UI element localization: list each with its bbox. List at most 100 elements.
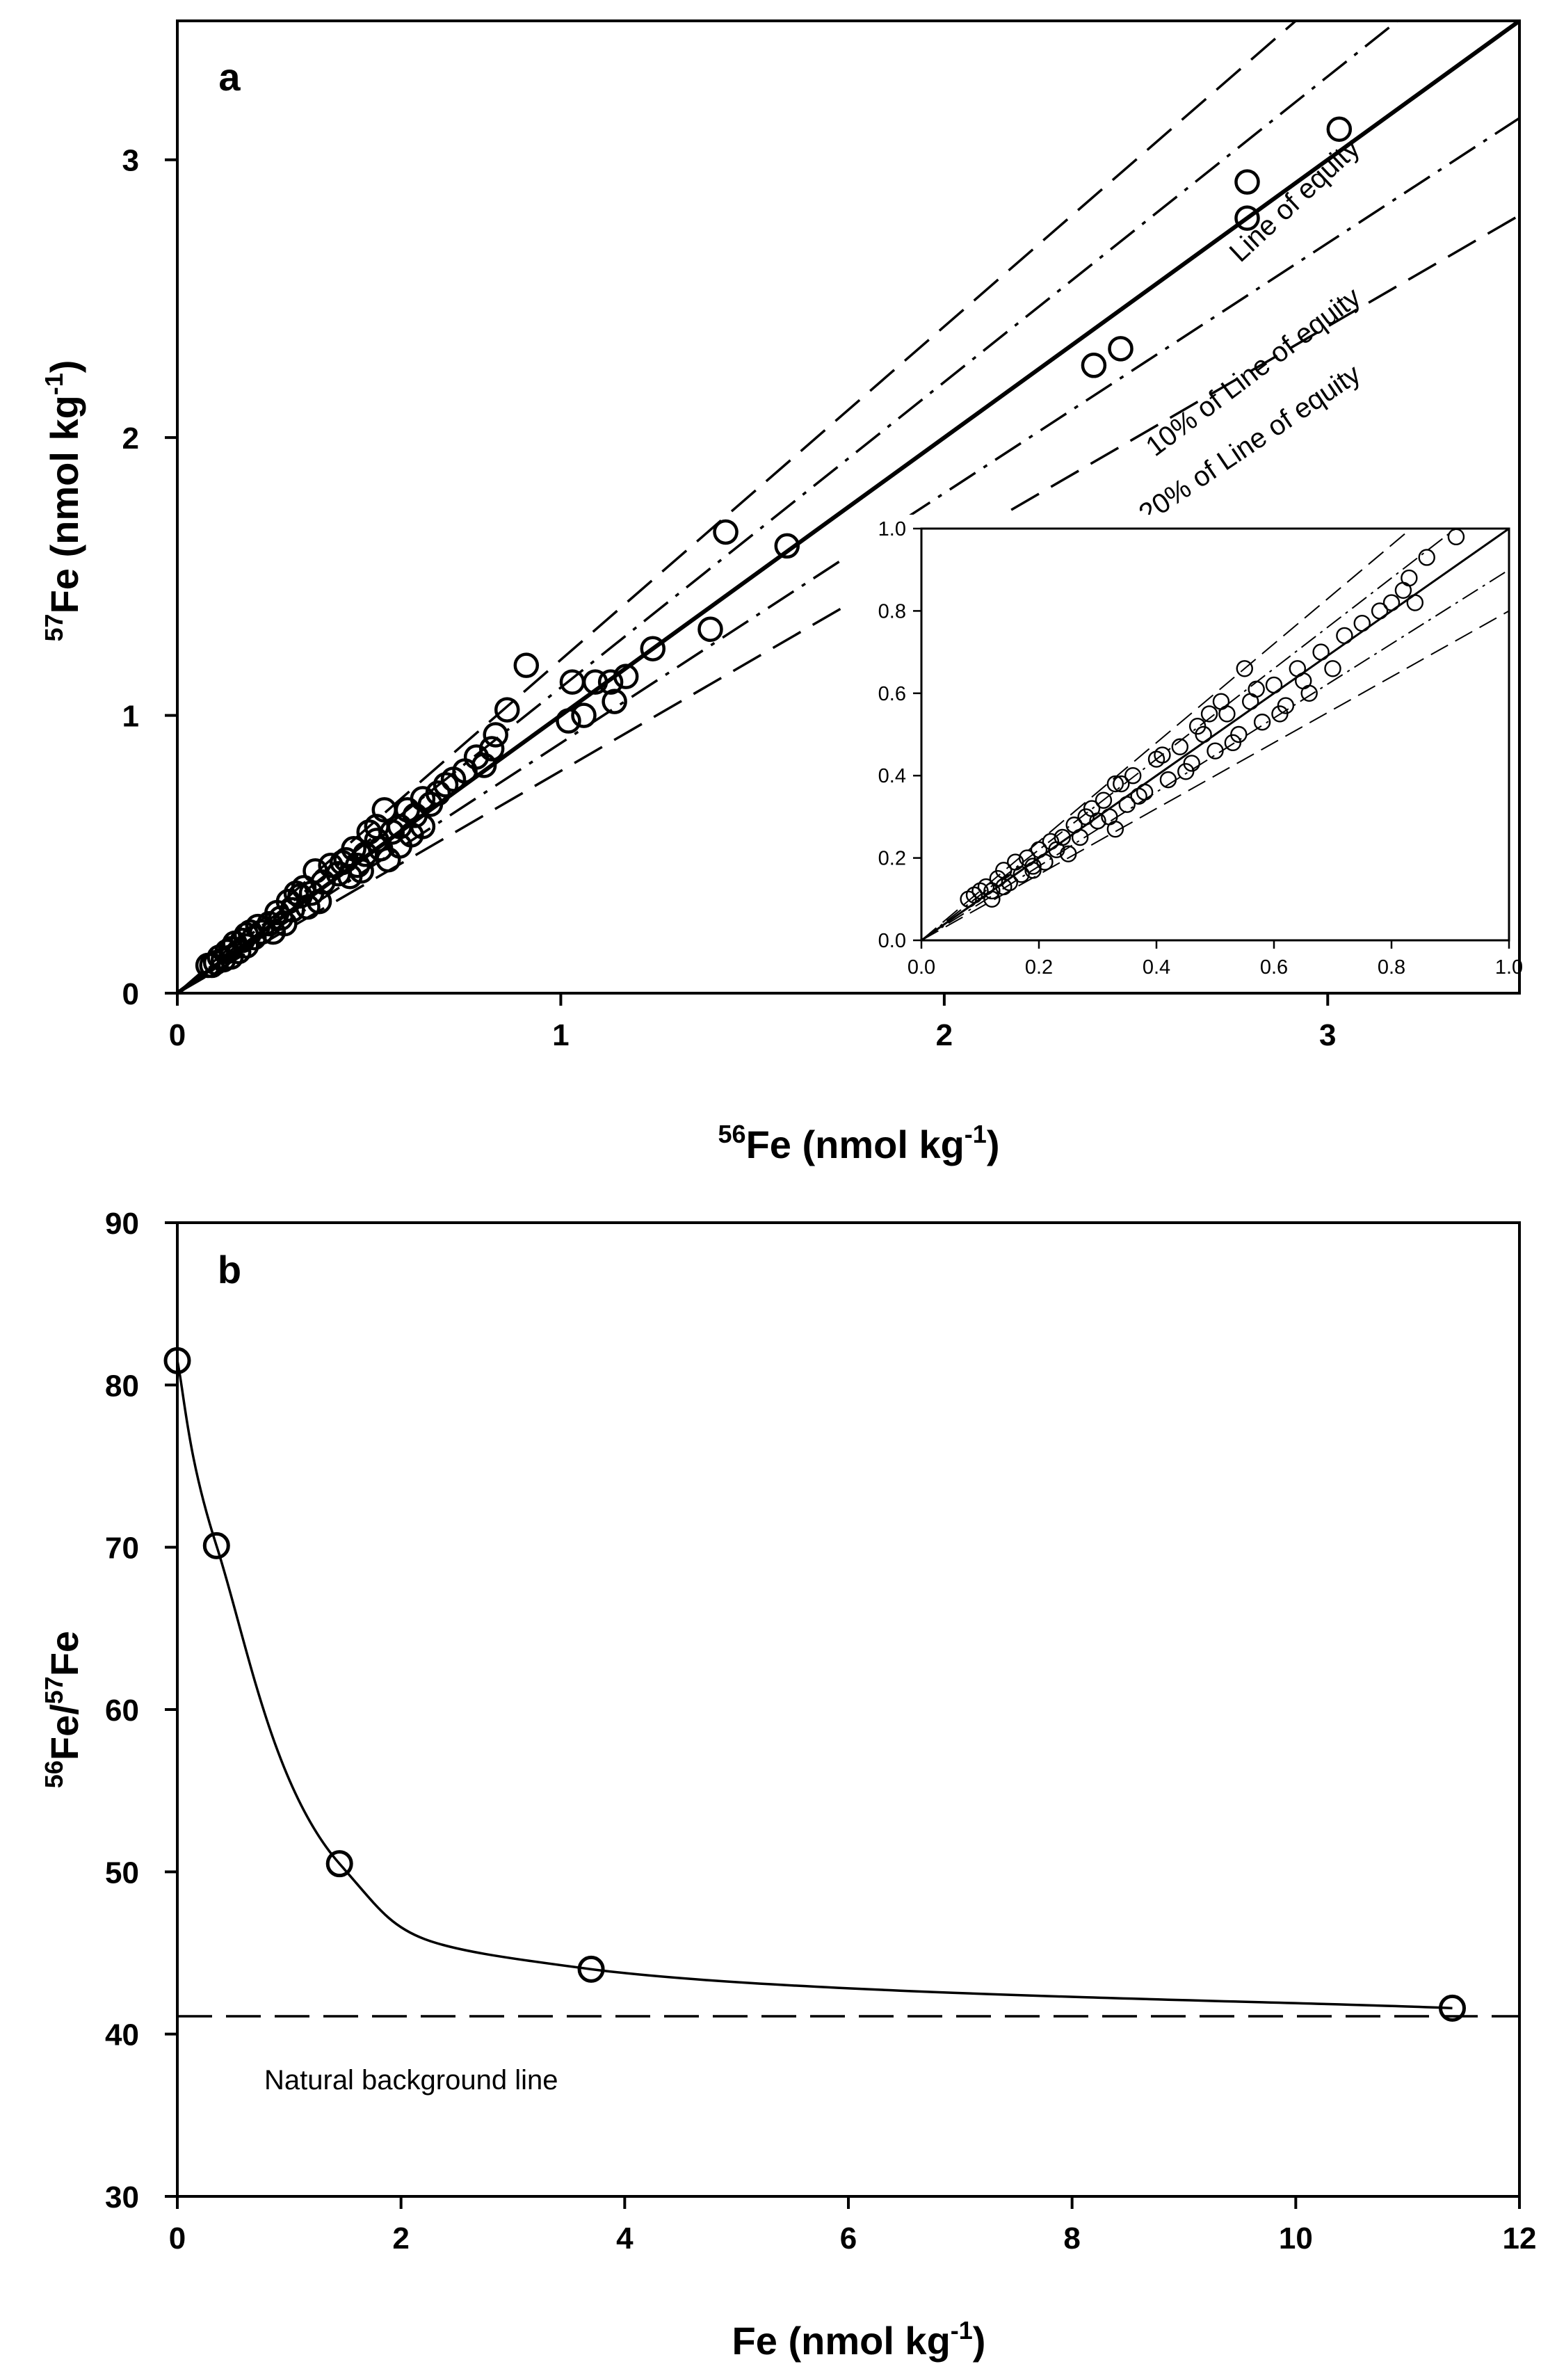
axis-title-text: Fe (nmol kg: [42, 395, 86, 613]
data-point: [577, 1955, 605, 1983]
inset-data-point: [1295, 672, 1312, 690]
data-point: [364, 814, 389, 839]
inset-frame: [920, 527, 1510, 942]
axis-title-text: Fe (nmol kg: [732, 2319, 951, 2363]
inset-x-tick-label: 0.0: [907, 956, 935, 979]
x-tick-label: 10: [1279, 2221, 1313, 2256]
inset-data-point: [1118, 796, 1136, 813]
y-tick-label: 60: [105, 1694, 139, 1728]
inset-data-point: [1159, 771, 1177, 789]
data-point: [1234, 205, 1260, 231]
inset-y-tick-label: 0.2: [878, 848, 906, 870]
data-point: [513, 652, 540, 678]
data-point: [325, 1850, 353, 1878]
inset-chart: 0.0 0.2 0.4 0.6 0.8 1.00.00.20.40.60.81.0: [845, 515, 1530, 989]
inset-x-tick-label: 0.2: [1025, 956, 1053, 979]
inset-data-point: [1336, 627, 1353, 645]
data-point: [1439, 1994, 1466, 2022]
axis-title-superscript: -1: [951, 2316, 973, 2345]
x-tick-label: 4: [616, 2221, 634, 2256]
y-tick-label: 30: [105, 2180, 139, 2214]
inset-data-point: [1054, 828, 1072, 846]
data-point: [1108, 336, 1134, 362]
data-point: [556, 708, 581, 734]
inset-reference-line: [921, 529, 1457, 940]
inset-x-tick-label: 0.6: [1260, 956, 1288, 979]
y-tick-label: 50: [105, 1856, 139, 1890]
inset-data-point: [1154, 746, 1171, 764]
axis-title-text: Fe: [42, 1631, 86, 1676]
inset-data-point: [1106, 820, 1124, 838]
inset-y-tick-label: 0.8: [878, 600, 906, 622]
axis-title-text: Fe (nmol kg: [746, 1123, 965, 1166]
inset-y-tick-label: 0.0: [878, 930, 906, 952]
inset-data-point: [1188, 717, 1207, 735]
x-tick-label: 1: [552, 1018, 569, 1052]
inset-y-tick-label: 1.0: [878, 518, 906, 540]
inset-data-point: [1130, 787, 1147, 805]
data-point: [559, 669, 586, 695]
inset-data-point: [1265, 676, 1283, 694]
data-point: [483, 722, 508, 748]
data-point: [195, 952, 221, 979]
inset-data-point: [1124, 766, 1142, 785]
inset-data-point: [1036, 853, 1054, 871]
data-point: [318, 853, 344, 878]
inset-data-point: [1060, 845, 1077, 862]
data-point: [268, 905, 294, 931]
inset-reference-line: [921, 529, 1509, 940]
inset-data-point: [1171, 738, 1189, 755]
y-tick-label: 1: [122, 700, 139, 734]
y-axis-title: 57Fe (nmol kg-1): [40, 360, 86, 642]
data-point: [713, 519, 739, 545]
inset-data-point: [1024, 858, 1042, 875]
panel-b: Natural background line 0 2 4 6 8 10 12 30 40 50 60…: [40, 1207, 1536, 2363]
data-point: [272, 910, 298, 937]
data-point: [1326, 116, 1353, 143]
inset-data-point: [1382, 594, 1401, 611]
inset-data-point: [1271, 705, 1289, 723]
panel-label-b: b: [218, 1248, 241, 1292]
y-tick-label: 0: [122, 977, 139, 1011]
inset-data-point: [1418, 549, 1435, 566]
data-point: [1081, 353, 1107, 378]
inset-y-tick-label: 0.4: [878, 765, 906, 787]
data-point: [433, 772, 459, 798]
inset-data-point: [1324, 660, 1341, 677]
inset-y-tick-label: 0.6: [878, 683, 906, 705]
x-axis-title: Fe (nmol kg-1): [732, 2316, 986, 2363]
inset-data-point: [1095, 791, 1113, 809]
x-tick-label: 0: [169, 2221, 186, 2256]
data-point: [613, 664, 639, 689]
inset-data-point: [1236, 660, 1253, 677]
axis-title-superscript: 56: [40, 1760, 68, 1788]
inset-data-point: [1212, 693, 1230, 710]
data-point: [202, 1531, 230, 1559]
data-point: [295, 894, 321, 920]
inset-data-point: [1113, 775, 1130, 793]
y-tick-label: 70: [105, 1531, 139, 1566]
reference-line: [177, 214, 1519, 993]
axis-title-text: ): [973, 2319, 986, 2363]
data-point: [571, 702, 597, 728]
inset-data-point: [1200, 705, 1218, 723]
data-point: [306, 888, 332, 915]
reference-line: [177, 21, 1298, 993]
inset-data-point: [1353, 614, 1371, 632]
data-point: [478, 736, 505, 762]
x-tick-label: 8: [1063, 2221, 1080, 2256]
x-tick-label: 0: [169, 1018, 186, 1052]
axis-title-superscript: -1: [965, 1120, 987, 1148]
inset-x-tick-label: 0.4: [1143, 956, 1170, 979]
data-point: [1234, 169, 1260, 195]
inset-data-point: [1207, 742, 1224, 759]
x-tick-label: 12: [1503, 2221, 1537, 2256]
inset-data-point: [1224, 734, 1242, 752]
natural-background-label: Natural background line: [264, 2065, 558, 2096]
inset-data-point: [1253, 714, 1271, 731]
data-point: [337, 863, 363, 890]
x-axis-title: 56Fe (nmol kg-1): [718, 1120, 1000, 1166]
inset-data-point: [1406, 594, 1424, 611]
